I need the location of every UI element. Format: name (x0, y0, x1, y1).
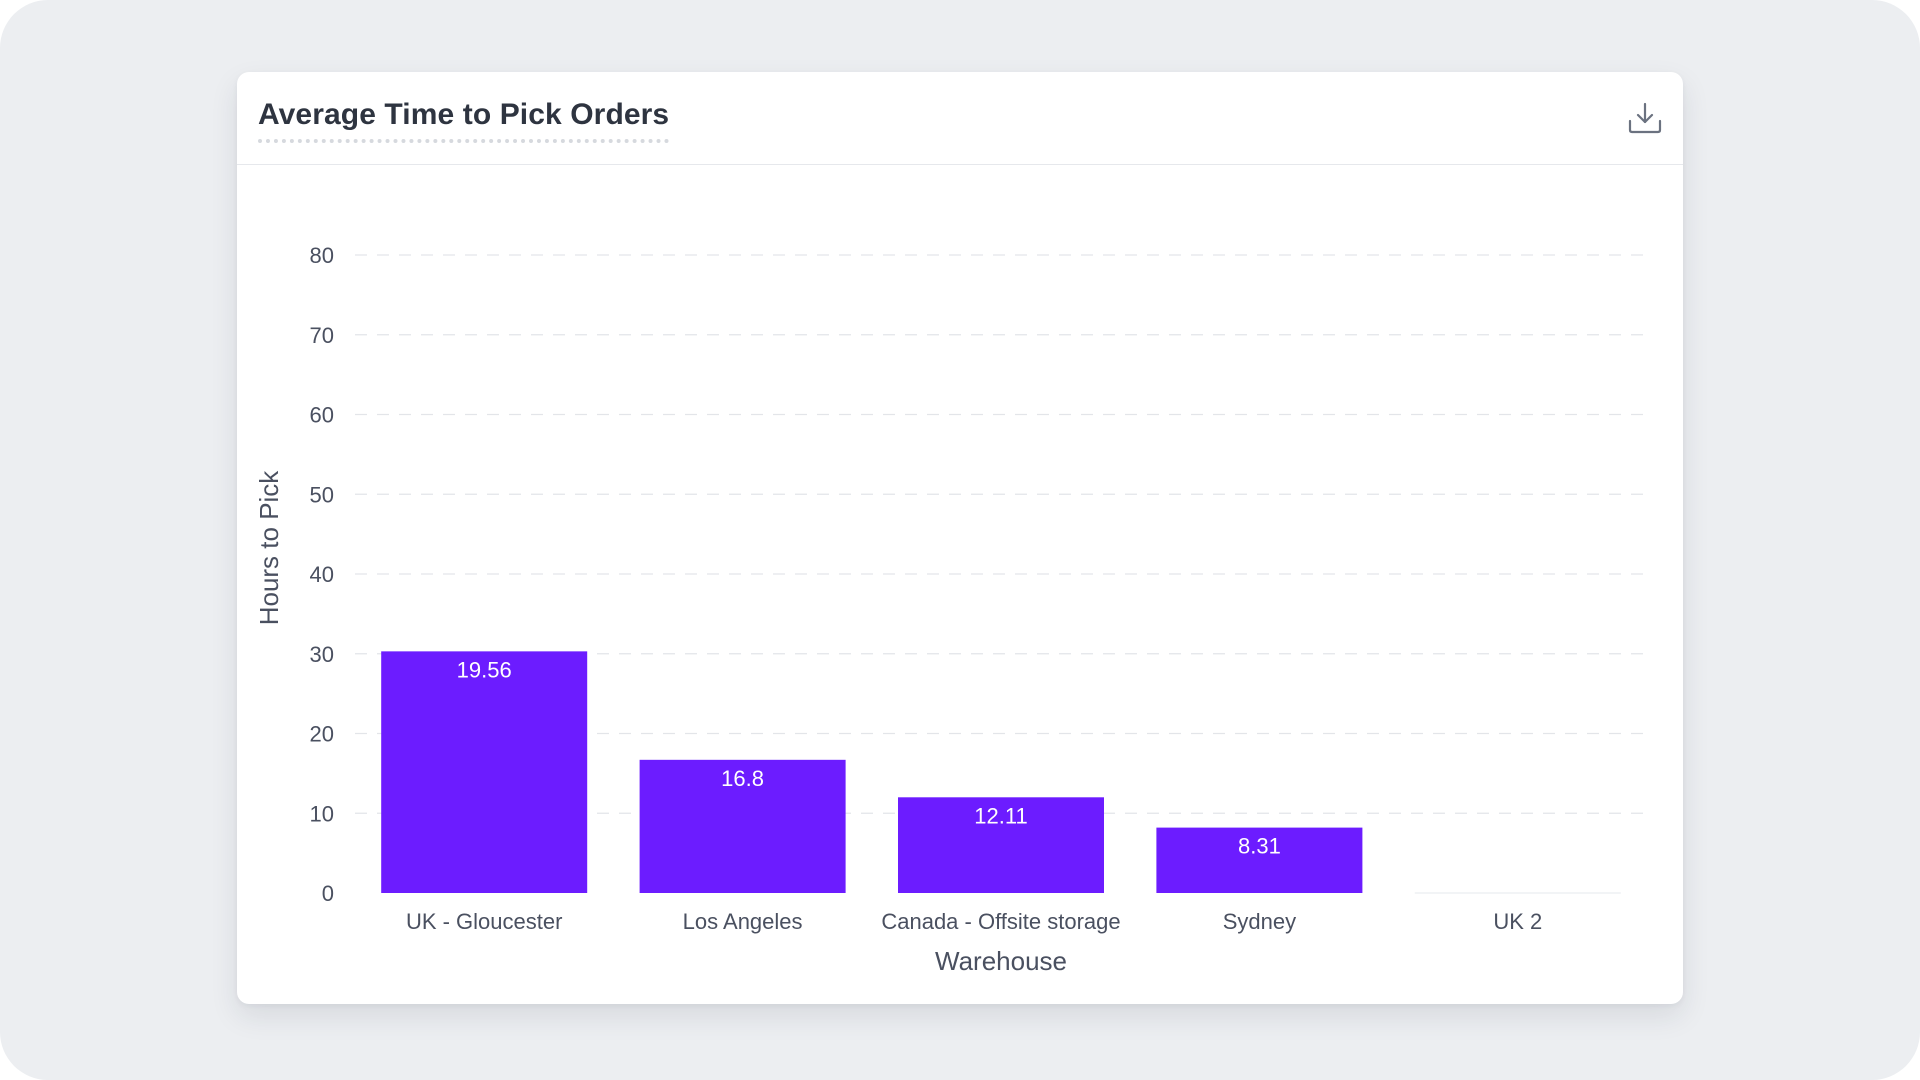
card-title: Average Time to Pick Orders (258, 98, 670, 143)
bars: 19.56 16.8 12.11 8.31 (381, 651, 1621, 894)
download-button[interactable] (1623, 96, 1667, 140)
bar[interactable] (898, 797, 1104, 893)
y-axis-ticks: 0 10 20 30 40 50 60 70 80 (310, 243, 334, 906)
bar-data-label: 19.56 (457, 657, 512, 682)
y-tick-label: 0 (322, 881, 334, 906)
y-tick-label: 60 (310, 403, 334, 428)
bar[interactable] (639, 759, 846, 893)
y-axis-title: Hours to Pick (254, 470, 284, 626)
bar-data-label: 8.31 (1238, 834, 1281, 859)
x-tick-label: Canada - Offsite storage (881, 909, 1120, 934)
chart-card: Average Time to Pick Orders 0 10 20 30 40 50 6… (237, 72, 1683, 1004)
x-tick-label: Los Angeles (683, 909, 803, 934)
y-tick-label: 20 (310, 722, 334, 747)
bar-chart: 0 10 20 30 40 50 60 70 80 19.56 16.8 12.11 8.31 UK … (254, 243, 1647, 976)
y-tick-label: 70 (310, 323, 334, 348)
y-tick-label: 40 (310, 562, 334, 587)
download-icon (1628, 102, 1662, 134)
x-tick-label: UK 2 (1493, 909, 1542, 934)
bar[interactable] (381, 651, 588, 893)
x-axis-title: Warehouse (935, 946, 1067, 976)
y-tick-label: 80 (310, 243, 334, 268)
bar[interactable] (1156, 827, 1363, 893)
x-tick-label: Sydney (1223, 909, 1296, 934)
bar-data-label: 12.11 (974, 803, 1027, 828)
y-tick-label: 10 (310, 801, 334, 826)
card-header: Average Time to Pick Orders (237, 72, 1683, 165)
x-axis-ticks: UK - Gloucester Los Angeles Canada - Offsi… (406, 909, 1542, 934)
y-tick-label: 50 (310, 482, 334, 507)
x-tick-label: UK - Gloucester (406, 909, 562, 934)
y-tick-label: 30 (310, 642, 334, 667)
bar-data-label: 16.8 (721, 766, 764, 791)
